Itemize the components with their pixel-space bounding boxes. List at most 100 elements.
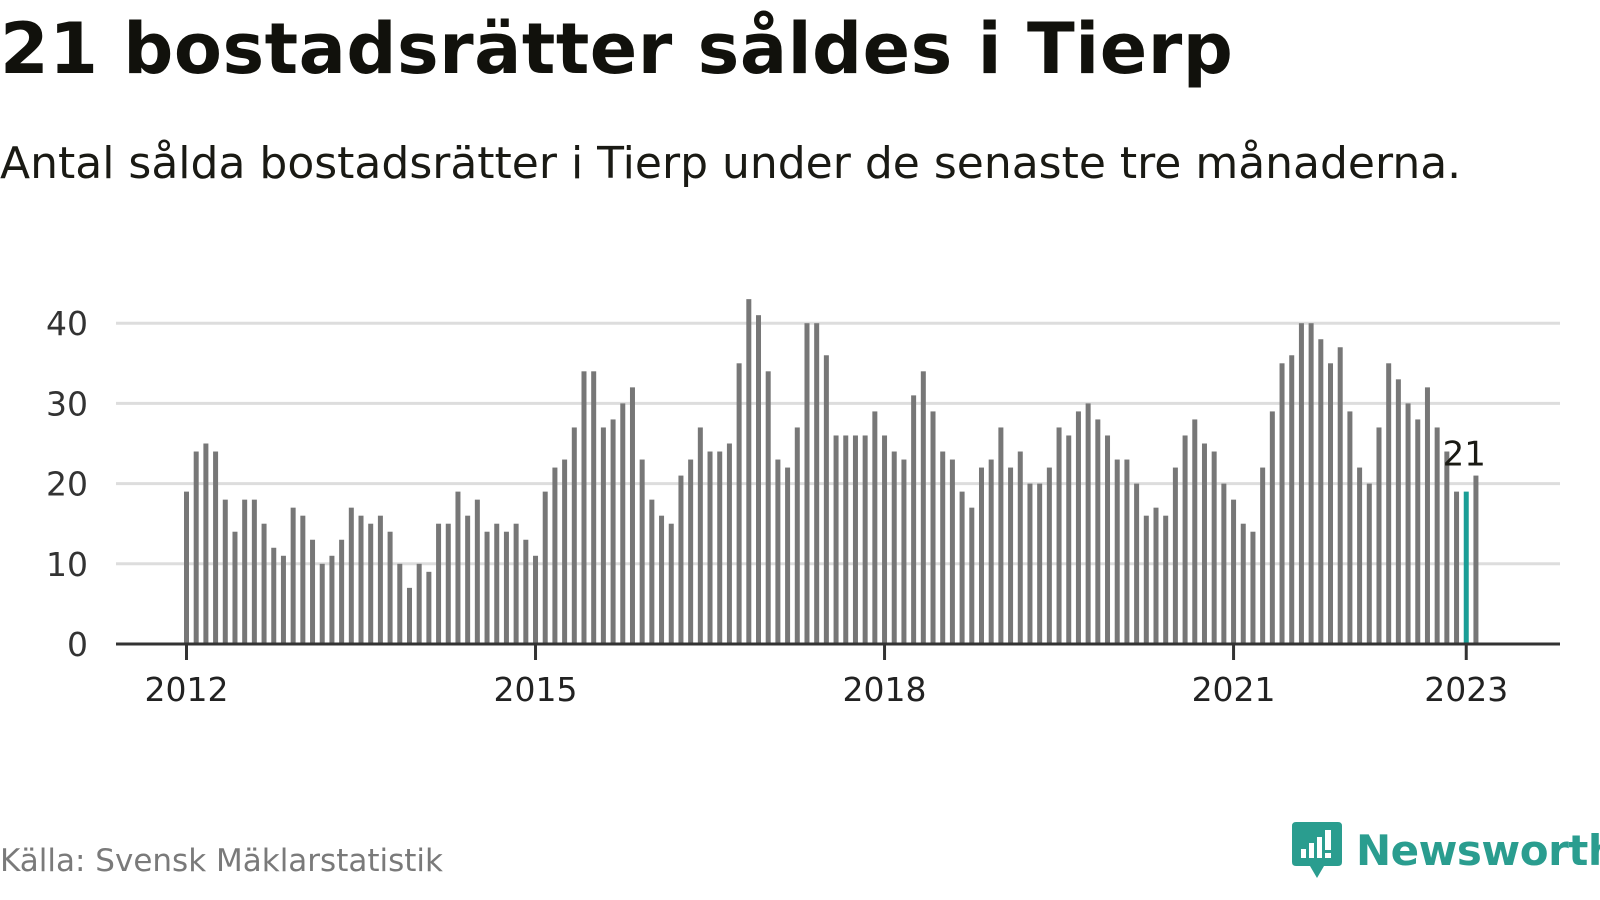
bar [552, 467, 558, 644]
bar-chart-speech-bubble-icon [1292, 822, 1342, 878]
bar [756, 315, 762, 644]
bar [1075, 411, 1081, 644]
bar [1298, 323, 1304, 644]
bar [1269, 411, 1275, 644]
y-tick-label: 10 [46, 545, 88, 584]
bar [193, 451, 199, 644]
bar [911, 395, 917, 644]
bar [920, 371, 926, 644]
bar [416, 563, 422, 644]
bar [852, 435, 858, 644]
bar [785, 467, 791, 644]
y-axis-ticks: 0 10 20 30 40 [46, 304, 88, 664]
bar [1366, 483, 1372, 644]
bar [222, 499, 228, 644]
bar [1066, 435, 1072, 644]
x-tick-label: 2012 [145, 670, 229, 709]
bar [319, 563, 325, 644]
bar [843, 435, 849, 644]
brand-name: Newsworthy [1356, 825, 1600, 875]
bar [688, 459, 694, 644]
bar [746, 299, 752, 644]
bar [562, 459, 568, 644]
bar [261, 523, 267, 644]
bar [503, 531, 509, 644]
bar [591, 371, 597, 644]
bar [213, 451, 219, 644]
bar [1357, 467, 1363, 644]
bar [707, 451, 713, 644]
bar [775, 459, 781, 644]
bar [765, 371, 771, 644]
bar [1376, 427, 1382, 644]
bar [1027, 483, 1033, 644]
bar [697, 427, 703, 644]
bar [717, 451, 723, 644]
bar [1444, 451, 1450, 644]
x-axis-ticks: 2012 2015 2018 2021 2023 [145, 644, 1508, 709]
bar [406, 587, 412, 644]
y-tick-label: 0 [67, 625, 88, 664]
bar [1279, 363, 1285, 644]
bar [978, 467, 984, 644]
bar [1221, 483, 1227, 644]
bar [649, 499, 655, 644]
bar [1201, 443, 1207, 644]
bar [300, 515, 306, 644]
bar [833, 435, 839, 644]
bar [1395, 379, 1401, 644]
bar [1386, 363, 1392, 644]
bar [1240, 523, 1246, 644]
bar [1143, 515, 1149, 644]
bar [280, 555, 286, 644]
bar [242, 499, 248, 644]
bar [882, 435, 888, 644]
chart-title: 21 bostadsrätter såldes i Tierp [0, 8, 1234, 90]
bar [484, 531, 490, 644]
bar [1260, 467, 1266, 644]
bar [678, 475, 684, 644]
bar [940, 451, 946, 644]
bar [1046, 467, 1052, 644]
bar [426, 571, 432, 644]
bar [1037, 483, 1043, 644]
bar [988, 459, 994, 644]
bar [998, 427, 1004, 644]
bar [930, 411, 936, 644]
bar [348, 507, 354, 644]
bar [1163, 515, 1169, 644]
bar [1085, 403, 1091, 644]
x-tick-label: 2018 [843, 670, 927, 709]
bar [377, 515, 383, 644]
bar [184, 491, 189, 644]
bar [1250, 531, 1256, 644]
bar [513, 523, 519, 644]
bar [329, 555, 335, 644]
bar [804, 323, 810, 644]
bar [203, 443, 209, 644]
bar [1318, 339, 1324, 644]
bar-highlight [1463, 491, 1469, 644]
bar [1328, 363, 1334, 644]
bar [1473, 475, 1479, 644]
bar [387, 531, 393, 644]
bar [1114, 459, 1120, 644]
bar [1434, 427, 1440, 644]
bar [600, 427, 606, 644]
bar [1153, 507, 1159, 644]
bar [639, 459, 645, 644]
bar [969, 507, 975, 644]
data-label-latest: 21 [1443, 435, 1486, 475]
bar [814, 323, 820, 644]
bar [862, 435, 868, 644]
bar [620, 403, 626, 644]
bar [494, 523, 500, 644]
bar [1124, 459, 1130, 644]
bar [310, 539, 316, 644]
bar [901, 459, 907, 644]
bar [436, 523, 442, 644]
bar [271, 547, 277, 644]
bar [1172, 467, 1178, 644]
bar [445, 523, 451, 644]
bar [1405, 403, 1411, 644]
